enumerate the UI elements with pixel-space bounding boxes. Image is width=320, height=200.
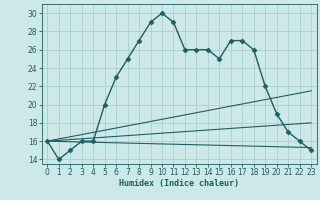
X-axis label: Humidex (Indice chaleur): Humidex (Indice chaleur) [119, 179, 239, 188]
